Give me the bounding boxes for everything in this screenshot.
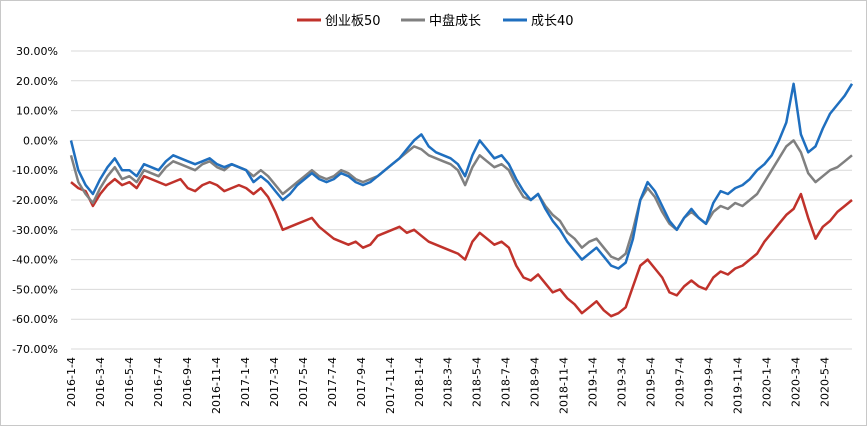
series-line-2 — [69, 139, 853, 261]
x-tick-label: 2017-1-4 — [239, 357, 252, 407]
x-tick-label: 2019-7-4 — [674, 357, 687, 407]
x-tick-label: 2016-11-4 — [210, 357, 223, 414]
y-tick-label: -30.00% — [12, 224, 58, 237]
x-tick-label: 2018-11-4 — [558, 357, 571, 414]
x-tick-label: 2017-11-4 — [384, 357, 397, 414]
x-tick-label: 2016-3-4 — [94, 357, 107, 407]
x-tick-label: 2019-3-4 — [616, 357, 629, 407]
x-tick-label: 2016-7-4 — [152, 357, 165, 407]
x-tick-label: 2016-5-4 — [123, 357, 136, 407]
series-line-1 — [70, 174, 853, 318]
x-tick-label: 2018-5-4 — [471, 357, 484, 407]
x-tick-label: 2019-1-4 — [587, 357, 600, 407]
legend-label: 成长40 — [531, 14, 574, 29]
y-tick-label: 0.00% — [23, 134, 58, 147]
x-tick-label: 2016-9-4 — [181, 357, 194, 407]
y-tick-label: -70.00% — [12, 343, 58, 356]
series-line-3 — [69, 82, 854, 270]
y-tick-label: 10.00% — [16, 105, 58, 118]
x-tick-label: 2019-9-4 — [703, 357, 716, 407]
legend-label: 中盘成长 — [429, 13, 481, 29]
x-tick-label: 2017-3-4 — [268, 357, 281, 407]
x-tick-label: 2017-5-4 — [297, 357, 310, 407]
gridlines — [71, 50, 852, 350]
y-tick-label: -10.00% — [12, 164, 58, 177]
x-tick-label: 2018-7-4 — [500, 357, 513, 407]
y-tick-label: 20.00% — [16, 75, 58, 88]
y-tick-label: -20.00% — [12, 194, 58, 207]
y-tick-label: -40.00% — [12, 254, 58, 267]
y-tick-label: -60.00% — [12, 313, 58, 326]
x-tick-label: 2017-7-4 — [326, 357, 339, 407]
x-axis: 2016-1-4 2016-3-4 2016-5-4 2016-7-4 2016-9-4… — [65, 357, 831, 414]
x-tick-label: 2016-1-4 — [65, 357, 78, 407]
x-tick-label: 2018-1-4 — [413, 357, 426, 407]
legend: 创业板50 中盘成长 成长40 — [297, 13, 574, 29]
x-tick-label: 2018-3-4 — [442, 357, 455, 407]
y-axis: 30.00% 20.00% 10.00% 0.00% -10.00% -20.00% -30… — [12, 45, 58, 356]
x-tick-label: 2018-9-4 — [529, 357, 542, 407]
y-tick-label: -50.00% — [12, 283, 58, 296]
x-tick-label: 2017-9-4 — [355, 357, 368, 407]
x-tick-label: 2020-5-4 — [818, 357, 831, 407]
x-tick-label: 2020-1-4 — [761, 357, 774, 407]
y-tick-label: 30.00% — [16, 45, 58, 58]
x-tick-label: 2019-5-4 — [645, 357, 658, 407]
x-tick-label: 2020-3-4 — [789, 357, 802, 407]
legend-label: 创业板50 — [325, 14, 381, 29]
x-tick-label: 2019-11-4 — [732, 357, 745, 414]
series-group — [69, 82, 854, 318]
